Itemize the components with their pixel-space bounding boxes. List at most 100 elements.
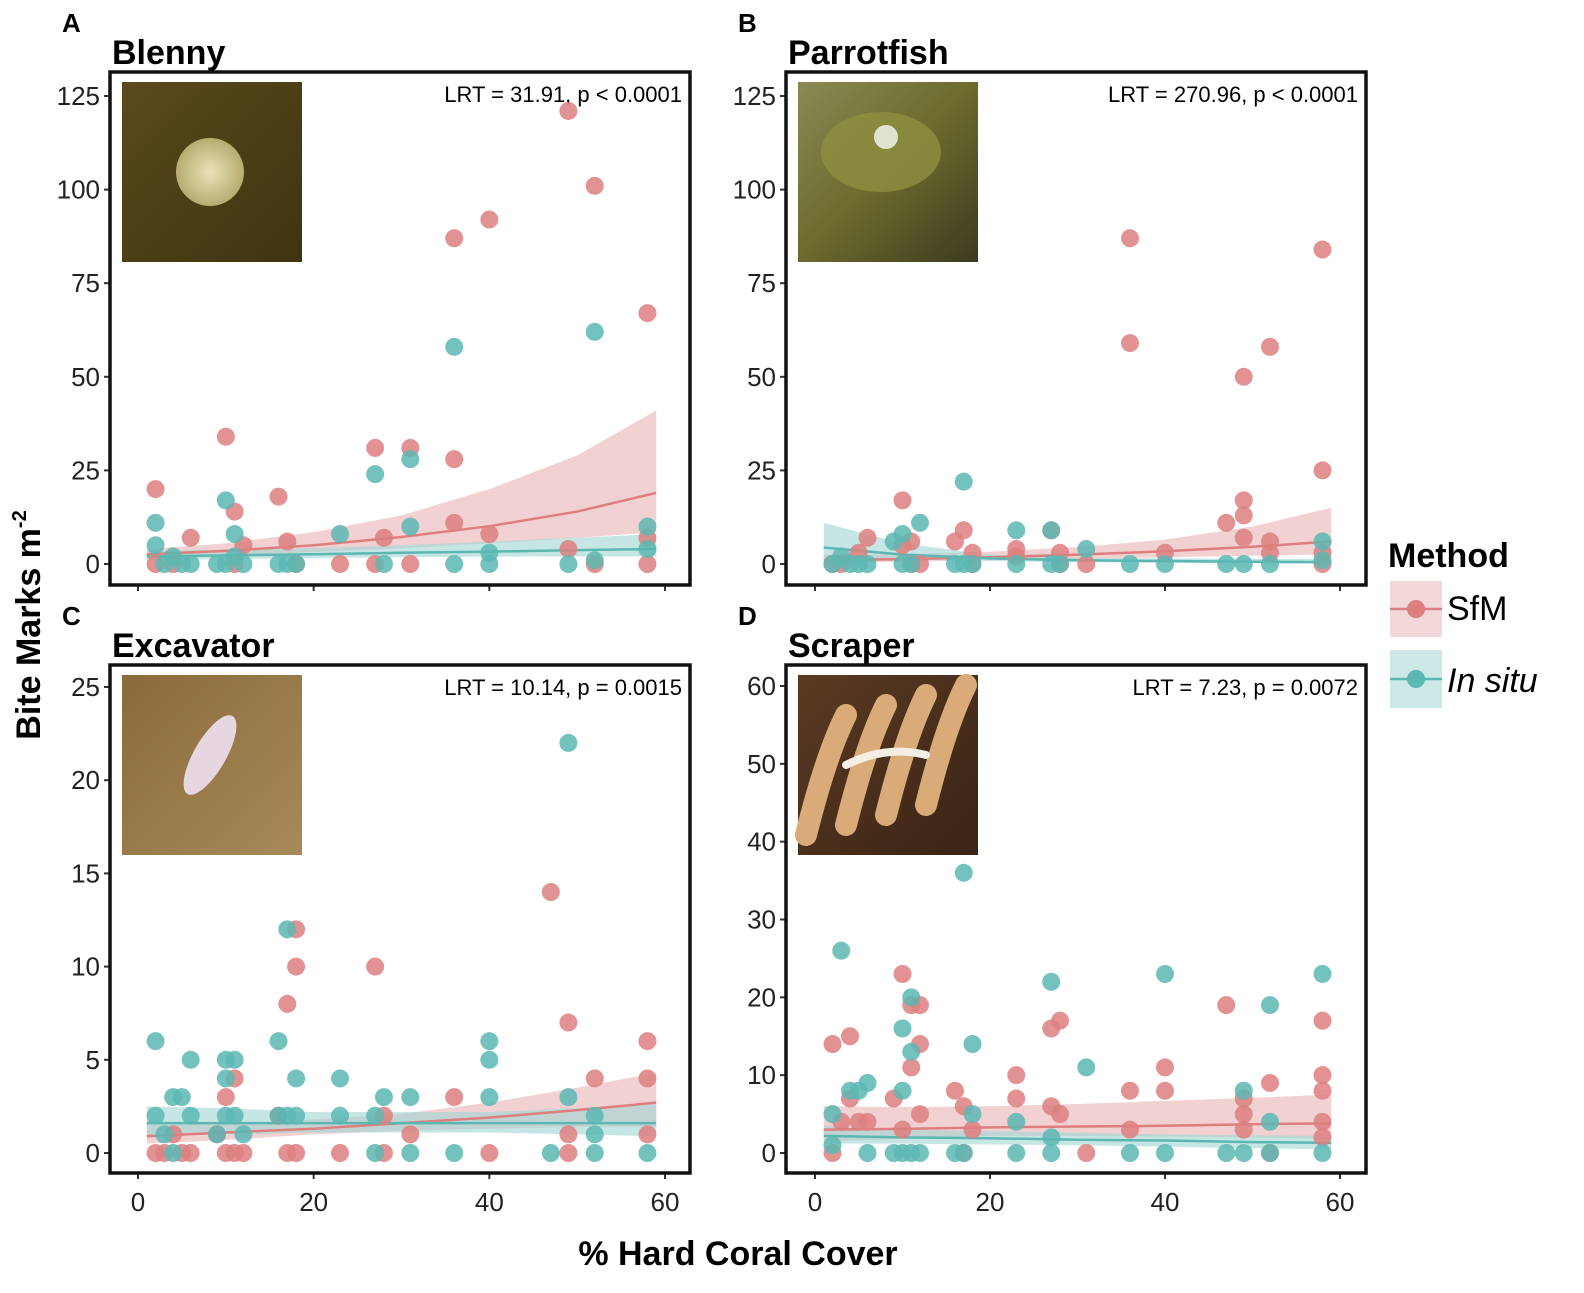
data-point-sfm [841, 1027, 859, 1046]
data-point-insitu [823, 1105, 842, 1124]
data-point-insitu [208, 1125, 227, 1144]
data-point-insitu [1042, 1144, 1061, 1162]
data-point-sfm [401, 1125, 420, 1144]
data-point-insitu [638, 540, 657, 559]
data-point-insitu [1077, 540, 1096, 559]
data-point-insitu [480, 543, 499, 562]
panel-parrotfish: B Parrotfish LRT = 270.96, p < 0.0001 0 25 50… [733, 8, 1368, 591]
panel-excavator: C Excavator LRT = 10.14, p = 0.0015 0 5 10 15 2… [62, 601, 692, 1217]
panel-title: Blenny [112, 34, 225, 72]
data-point-insitu [911, 513, 929, 532]
data-point-insitu [287, 555, 306, 573]
y-tick-label: 5 [86, 1045, 100, 1075]
data-point-sfm [445, 229, 464, 248]
data-point-insitu [585, 1144, 604, 1162]
data-point-sfm [559, 1013, 578, 1032]
panel-frame [108, 70, 692, 587]
data-point-insitu [366, 465, 385, 484]
data-point-insitu [1313, 964, 1332, 983]
data-point-insitu [445, 1144, 464, 1162]
data-point-insitu [480, 1088, 499, 1107]
y-tick-label: 60 [747, 671, 776, 701]
data-point-sfm [1051, 1105, 1069, 1124]
data-point-insitu [278, 920, 297, 939]
legend-marker-sfm [1407, 600, 1425, 618]
y-axis-label: Bite Marks m-2 [9, 510, 48, 739]
data-point-sfm [1234, 506, 1253, 525]
data-point-sfm [216, 427, 235, 446]
data-point-insitu [1156, 555, 1174, 573]
data-point-sfm [366, 438, 385, 457]
data-point-sfm [1077, 555, 1096, 573]
data-point-insitu [1261, 1112, 1279, 1131]
data-point-sfm [1217, 513, 1236, 532]
y-tick-label: 25 [747, 455, 776, 485]
lrt-statistic: LRT = 270.96, p < 0.0001 [1108, 82, 1358, 107]
data-point-sfm [1121, 1120, 1139, 1139]
data-point-sfm [278, 532, 297, 551]
y-tick-label: 100 [733, 175, 776, 205]
data-point-sfm [638, 1032, 657, 1051]
data-point-insitu [146, 513, 165, 532]
data-point-sfm [1261, 1073, 1279, 1092]
data-point-insitu [1234, 1144, 1253, 1162]
y-tick-label: 20 [747, 982, 776, 1012]
data-point-insitu [480, 1050, 499, 1069]
data-point-insitu [164, 1144, 183, 1162]
data-point-insitu [963, 555, 982, 573]
data-point-sfm [1261, 337, 1279, 356]
photo-inset [795, 674, 978, 855]
data-point-insitu [1261, 555, 1279, 573]
data-point-sfm [1313, 1081, 1332, 1100]
x-tick-label: 0 [808, 1187, 822, 1217]
data-point-insitu [585, 1106, 604, 1125]
data-point-insitu [559, 733, 578, 752]
data-point-sfm [1217, 996, 1236, 1015]
data-point-sfm [234, 1144, 253, 1162]
data-point-sfm [1234, 1120, 1253, 1139]
legend-item-sfm: SfM [1390, 581, 1507, 637]
data-point-insitu [401, 450, 420, 469]
data-point-sfm [1156, 1081, 1174, 1100]
data-point-insitu [585, 1125, 604, 1144]
data-point-sfm [1313, 1112, 1332, 1131]
y-tick-label: 50 [747, 749, 776, 779]
data-point-insitu [858, 1144, 877, 1162]
data-point-insitu [893, 1081, 912, 1100]
data-point-insitu [954, 1144, 973, 1162]
data-point-insitu [638, 1144, 657, 1162]
data-point-insitu [832, 941, 851, 960]
x-tick-label: 60 [1326, 1187, 1355, 1217]
data-point-sfm [858, 1112, 877, 1131]
y-tick-label: 0 [762, 549, 776, 579]
data-point-insitu [181, 555, 200, 573]
data-point-insitu [146, 1032, 165, 1051]
data-point-insitu [445, 555, 464, 573]
data-point-sfm [287, 1144, 306, 1162]
y-tick-label: 15 [71, 858, 100, 888]
data-point-sfm [911, 1105, 929, 1124]
data-point-insitu [858, 1073, 877, 1092]
data-point-sfm [287, 957, 306, 976]
data-point-insitu [902, 1042, 921, 1061]
photo-inset [798, 82, 978, 262]
data-point-sfm [1234, 491, 1253, 510]
data-point-sfm [585, 176, 604, 195]
data-point-insitu [172, 1088, 191, 1107]
panel-scraper: D Scraper LRT = 7.23, p = 0.0072 0 10 20 30 40 5… [738, 601, 1368, 1217]
x-tick-label: 20 [299, 1187, 328, 1217]
data-point-insitu [366, 1106, 385, 1125]
data-point-insitu [963, 1035, 982, 1054]
data-point-sfm [269, 487, 288, 506]
data-point-insitu [401, 517, 420, 536]
y-tick-label: 10 [747, 1060, 776, 1090]
data-point-sfm [1156, 1058, 1174, 1077]
data-point-insitu [1156, 1144, 1174, 1162]
data-point-sfm [331, 1144, 350, 1162]
y-tick-label: 125 [733, 81, 776, 111]
y-axis-label-superscript: -2 [9, 510, 31, 528]
data-point-insitu [954, 472, 973, 491]
data-point-insitu [234, 1125, 253, 1144]
data-point-insitu [1007, 1144, 1026, 1162]
